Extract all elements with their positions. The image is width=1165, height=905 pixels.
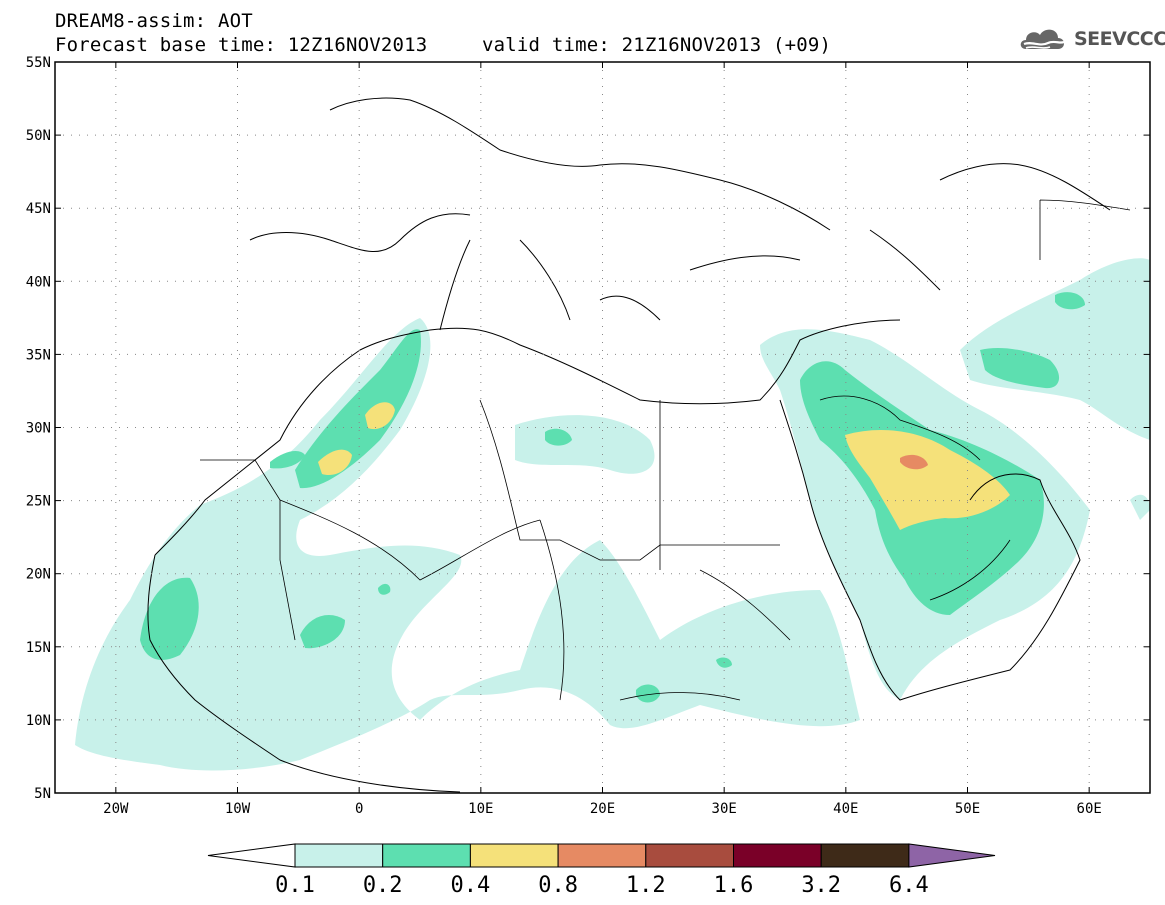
colorbar-high-arrow <box>908 843 996 868</box>
colorbar-label: 0.8 <box>538 873 578 898</box>
lon-tick-labels: 20W 10W 0 10E 20E 30E 40E 50E 60E <box>103 801 1102 817</box>
political-borders <box>200 199 1131 701</box>
colorbar-box <box>469 843 559 868</box>
lat-tick-label: 50N <box>26 128 51 144</box>
lat-tick-label: 20N <box>26 567 51 583</box>
aot-level-0.4 <box>318 402 1010 530</box>
lat-tick-label: 55N <box>26 55 51 71</box>
forecast-base-time: Forecast base time: 12Z16NOV2013 <box>55 34 428 56</box>
lon-tick-label: 60E <box>1077 801 1102 817</box>
aot-level-0.8 <box>900 454 928 470</box>
colorbar-label: 0.2 <box>363 873 403 898</box>
colorbar-box <box>645 843 734 868</box>
seevccc-logo: SEEVCCC <box>1016 22 1165 56</box>
lat-tick-label: 30N <box>26 421 51 437</box>
lat-tick-label: 40N <box>26 274 51 290</box>
lat-tick-label: 45N <box>26 201 51 217</box>
colorbar-box <box>294 843 384 868</box>
colorbar-box <box>382 843 471 868</box>
aot-contours <box>75 258 1150 771</box>
colorbar-low-arrow <box>207 843 296 868</box>
colorbar-label: 1.2 <box>626 873 666 898</box>
lat-tick-label: 35N <box>26 347 51 363</box>
axis-ticks <box>55 61 1150 794</box>
cloud-icon <box>1020 29 1065 49</box>
colorbar-label: 0.4 <box>451 873 491 898</box>
colorbar-label: 3.2 <box>801 873 841 898</box>
colorbar-label: 1.6 <box>714 873 754 898</box>
colorbar-box <box>557 843 647 868</box>
colorbar-label: 0.1 <box>275 873 315 898</box>
lat-tick-label: 15N <box>26 640 51 656</box>
colorbar-label: 6.4 <box>889 873 929 898</box>
lat-tick-label: 10N <box>26 713 51 729</box>
lat-tick-labels: 5N 10N 15N 20N 25N 30N 35N 40N 45N 50N 55N <box>26 55 51 802</box>
coastlines <box>147 97 1111 793</box>
colorbar-box <box>733 843 822 868</box>
lon-tick-label: 20W <box>103 801 129 817</box>
lon-tick-label: 30E <box>712 801 737 817</box>
lon-tick-label: 10E <box>468 801 493 817</box>
lat-tick-label: 25N <box>26 494 51 510</box>
map-title: DREAM8-assim: AOT <box>55 10 253 32</box>
lon-tick-label: 50E <box>955 801 980 817</box>
valid-time: valid time: 21Z16NOV2013 (+09) <box>482 34 832 56</box>
lat-tick-label: 5N <box>34 786 51 802</box>
lon-tick-label: 20E <box>590 801 615 817</box>
lon-tick-label: 0 <box>355 801 363 817</box>
colorbar: 0.1 0.2 0.4 0.8 1.2 1.6 3.2 6.4 <box>207 843 996 898</box>
gridlines <box>55 62 1150 793</box>
colorbar-box <box>820 843 910 868</box>
lon-tick-label: 40E <box>833 801 858 817</box>
lon-tick-label: 10W <box>225 801 251 817</box>
